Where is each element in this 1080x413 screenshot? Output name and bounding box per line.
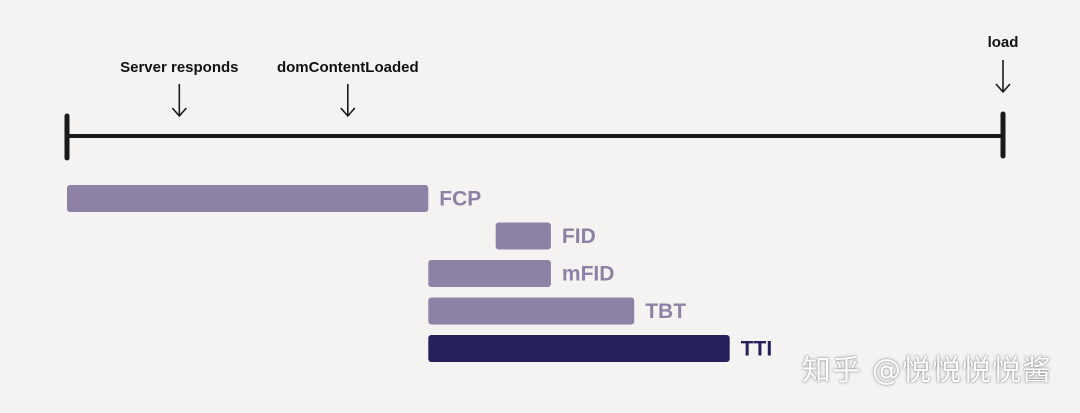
down-arrow-icon bbox=[995, 60, 1011, 93]
down-arrow-icon bbox=[171, 84, 187, 117]
watermark: 知乎 @悦悦悦悦酱 bbox=[801, 353, 1052, 387]
bar-mfid bbox=[428, 260, 551, 287]
bar-tti bbox=[428, 335, 730, 362]
marker-label-domcontentloaded: domContentLoaded bbox=[277, 59, 419, 76]
marker-load: load bbox=[988, 34, 1019, 93]
down-arrow-icon bbox=[340, 84, 356, 117]
bar-fcp bbox=[67, 185, 429, 212]
marker-domcontentloaded: domContentLoaded bbox=[277, 59, 419, 117]
bar-label-tbt: TBT bbox=[645, 300, 686, 323]
bars-layer: FCP FID mFID TBT TTI bbox=[67, 185, 772, 362]
bar-label-tti: TTI bbox=[741, 338, 773, 361]
bar-fid bbox=[495, 222, 551, 250]
bar-label-fcp: FCP bbox=[439, 188, 481, 211]
markers-layer: Server responds domContentLoaded load bbox=[120, 34, 1019, 117]
marker-label-server-responds: Server responds bbox=[120, 59, 238, 76]
bar-label-mfid: mFID bbox=[562, 263, 615, 286]
bar-label-fid: FID bbox=[562, 225, 596, 248]
marker-label-load: load bbox=[988, 34, 1019, 51]
bar-tbt bbox=[428, 297, 635, 325]
marker-server-responds: Server responds bbox=[120, 59, 239, 117]
